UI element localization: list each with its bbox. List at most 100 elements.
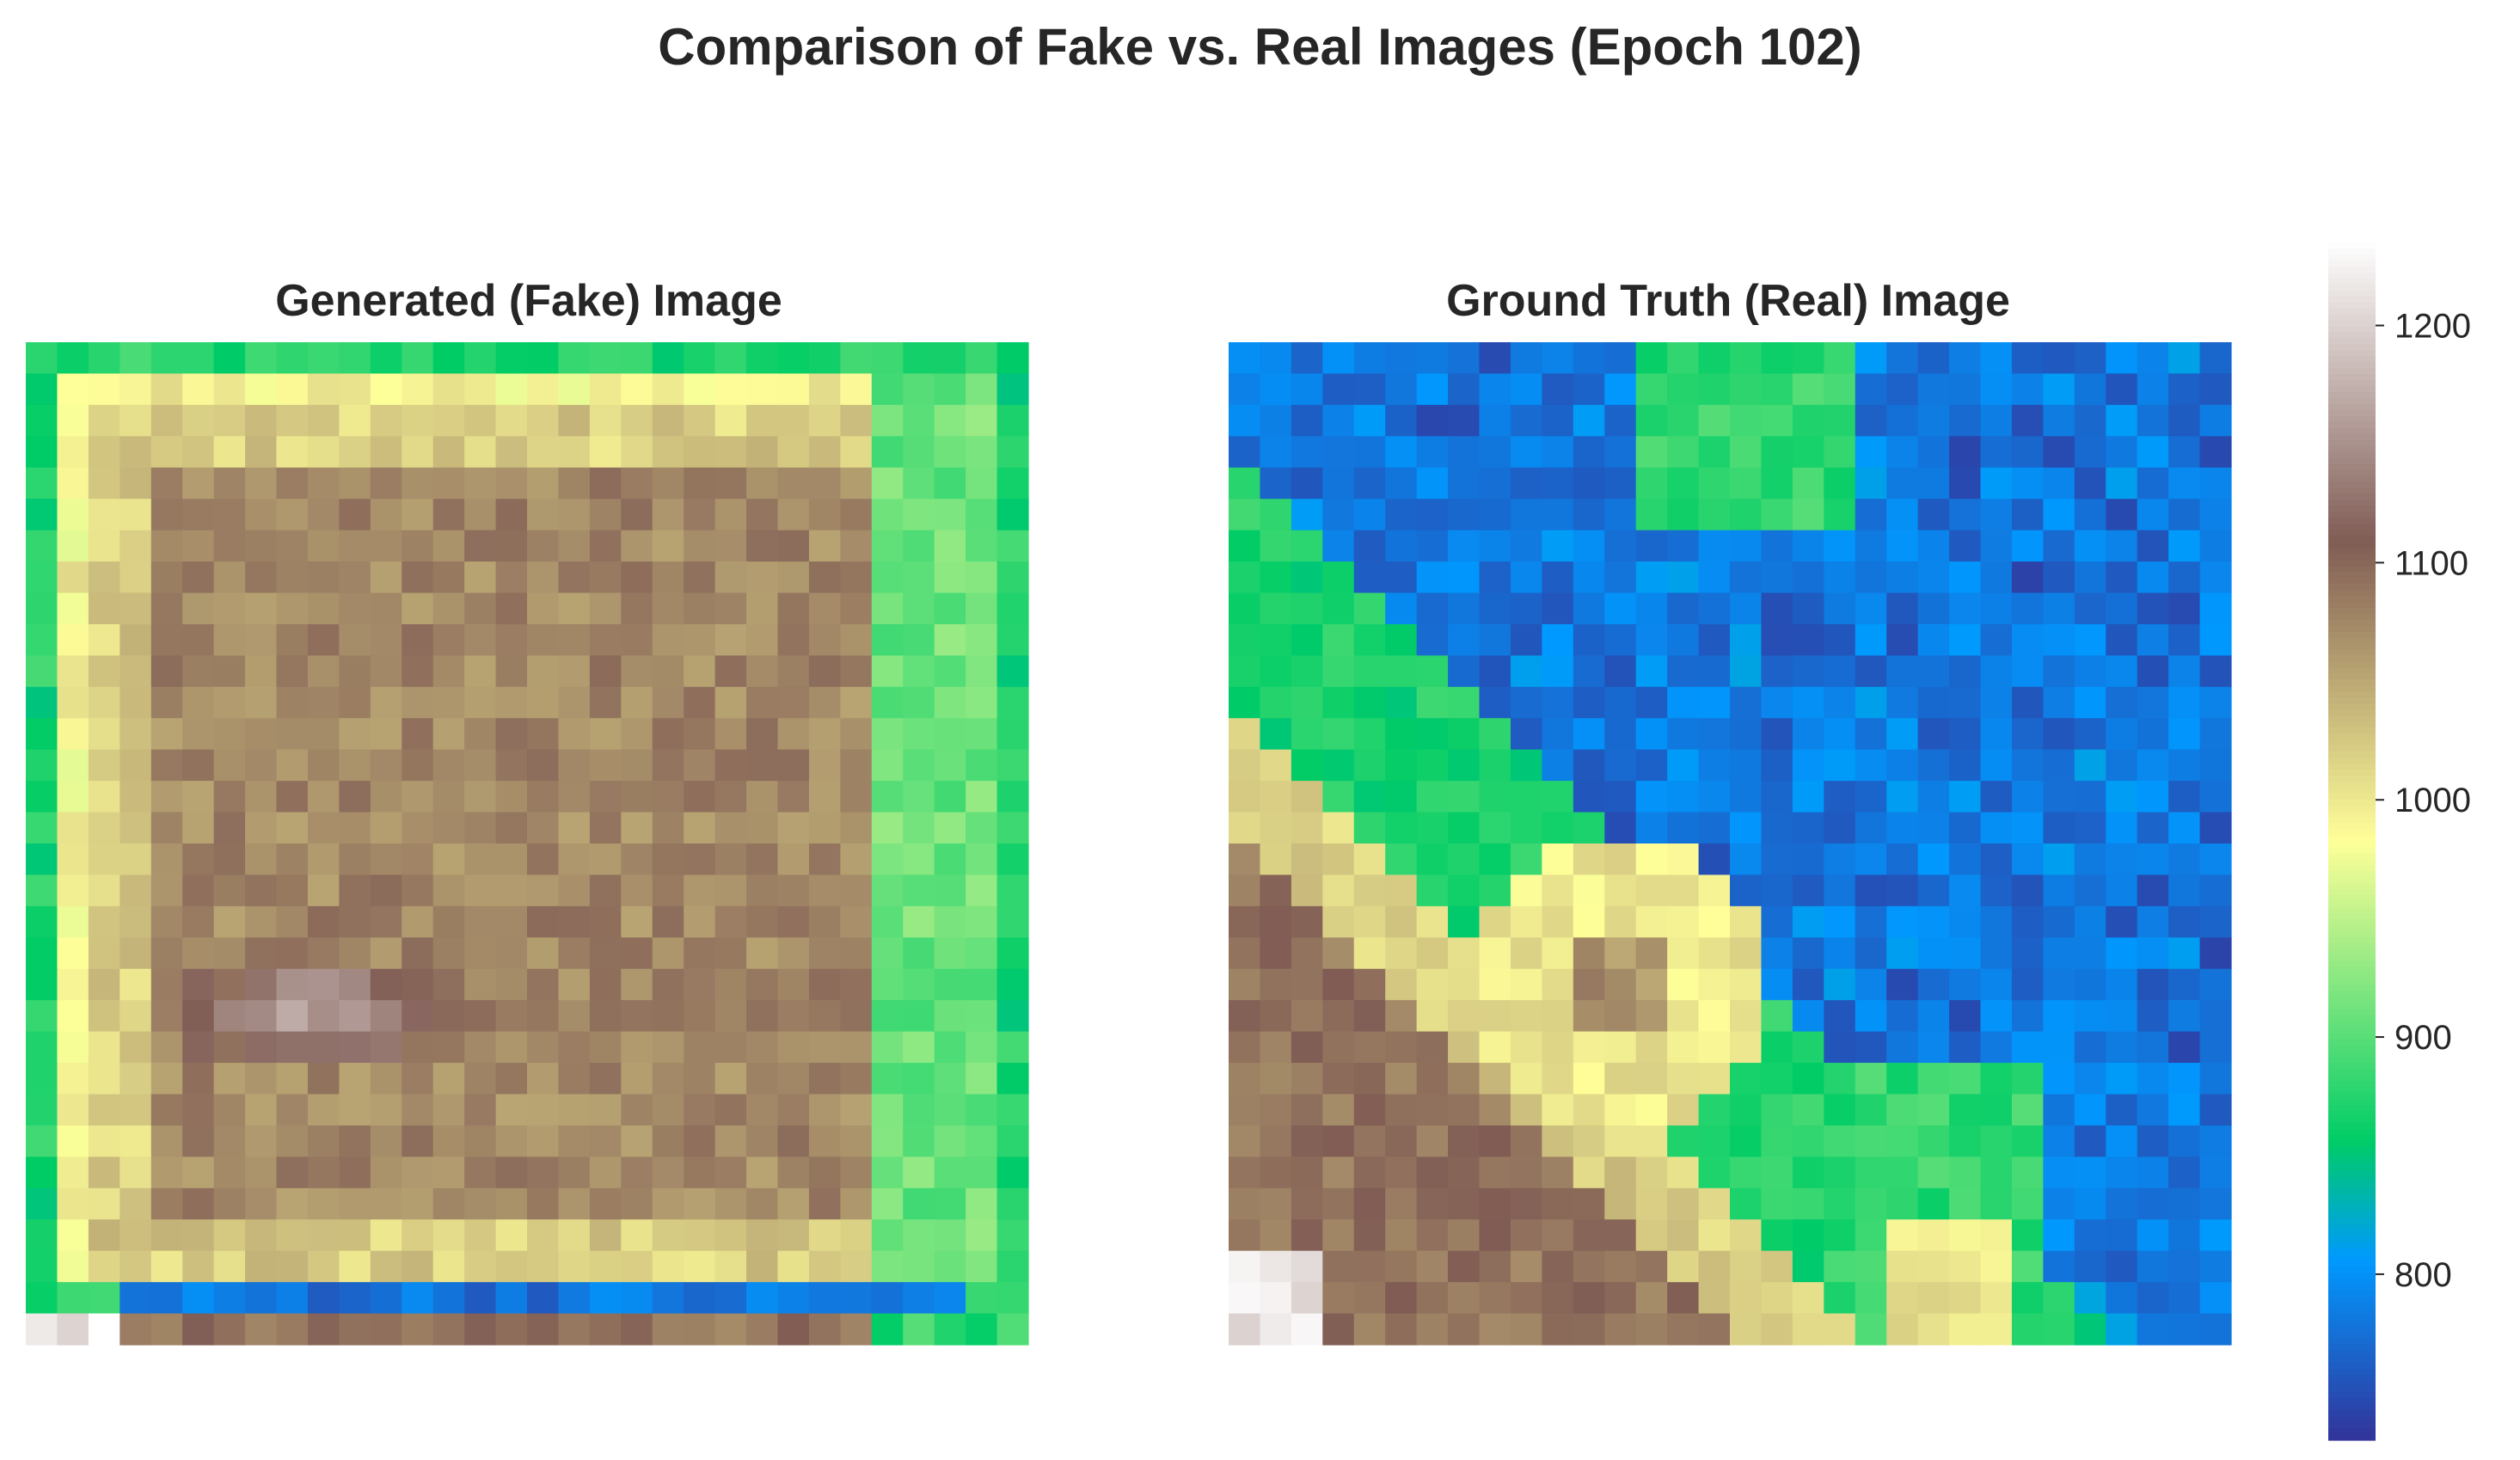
heatmap-cell — [1730, 937, 1763, 970]
heatmap-cell — [2011, 874, 2044, 907]
heatmap-cell — [402, 968, 434, 1001]
heatmap-cell — [88, 1313, 120, 1346]
heatmap-cell — [182, 1187, 215, 1220]
colorbar-segment — [2328, 1081, 2376, 1088]
heatmap-cell — [589, 404, 622, 437]
heatmap-cell — [621, 937, 653, 970]
heatmap-cell — [2137, 1094, 2169, 1126]
heatmap-cell — [57, 592, 89, 625]
heatmap-cell — [464, 1250, 497, 1283]
heatmap-cell — [120, 1187, 152, 1220]
heatmap-cell — [934, 1250, 966, 1283]
heatmap-cell — [1667, 1282, 1700, 1315]
heatmap-cell — [1792, 968, 1824, 1001]
heatmap-cell — [120, 1031, 152, 1064]
heatmap-cell — [88, 467, 120, 500]
heatmap-cell — [1229, 1000, 1261, 1033]
heatmap-cell — [1229, 781, 1261, 813]
heatmap-cell — [1698, 404, 1731, 437]
heatmap-cell — [245, 592, 278, 625]
heatmap-cell — [26, 1000, 58, 1033]
heatmap-cell — [1542, 1219, 1574, 1252]
heatmap-cell — [527, 1187, 560, 1220]
heatmap-cell — [370, 1125, 402, 1157]
heatmap-cell — [746, 373, 779, 406]
heatmap-cell — [1730, 1282, 1763, 1315]
heatmap-cell — [402, 686, 434, 719]
heatmap-cell — [1416, 404, 1449, 437]
heatmap-cell — [1604, 499, 1637, 531]
heatmap-cell — [2106, 812, 2138, 844]
heatmap-cell — [1479, 1282, 1511, 1315]
heatmap-cell — [589, 781, 622, 813]
heatmap-cell — [57, 499, 89, 531]
heatmap-cell — [746, 1156, 779, 1189]
heatmap-cell — [495, 968, 528, 1001]
heatmap-cell — [182, 686, 215, 719]
heatmap-cell — [1886, 1187, 1919, 1220]
heatmap-cell — [1698, 1031, 1731, 1064]
heatmap-cell — [1824, 404, 1856, 437]
heatmap-cell — [1385, 718, 1418, 751]
heatmap-cell — [1542, 874, 1574, 907]
heatmap-cell — [1353, 436, 1386, 469]
heatmap-cell — [1698, 812, 1731, 844]
colorbar-segment — [2328, 308, 2376, 316]
real-heatmap — [1229, 342, 2232, 1346]
heatmap-cell — [213, 467, 246, 500]
heatmap-cell — [182, 1000, 215, 1033]
heatmap-cell — [182, 530, 215, 562]
heatmap-cell — [2011, 373, 2044, 406]
heatmap-cell — [1573, 968, 1605, 1001]
heatmap-cell — [1604, 561, 1637, 594]
heatmap-cell — [1229, 1219, 1261, 1252]
heatmap-cell — [840, 1063, 873, 1095]
heatmap-cell — [1353, 1031, 1386, 1064]
heatmap-cell — [1855, 718, 1887, 751]
heatmap-cell — [57, 781, 89, 813]
heatmap-cell — [2199, 905, 2232, 938]
heatmap-cell — [871, 1000, 904, 1033]
heatmap-cell — [370, 373, 402, 406]
heatmap-cell — [996, 905, 1029, 938]
heatmap-cell — [26, 530, 58, 562]
heatmap-cell — [88, 1031, 120, 1064]
heatmap-cell — [1667, 467, 1700, 500]
heatmap-cell — [1448, 1000, 1481, 1033]
heatmap-cell — [1510, 1031, 1542, 1064]
heatmap-cell — [1604, 749, 1637, 782]
heatmap-cell — [1353, 1156, 1386, 1189]
heatmap-cell — [1260, 1094, 1292, 1126]
heatmap-cell — [1698, 1187, 1731, 1220]
heatmap-cell — [1917, 686, 1950, 719]
heatmap-cell — [1479, 592, 1511, 625]
heatmap-cell — [276, 874, 309, 907]
heatmap-cell — [1949, 592, 1982, 625]
heatmap-cell — [903, 937, 935, 970]
heatmap-cell — [808, 749, 841, 782]
heatmap-cell — [2168, 373, 2201, 406]
heatmap-cell — [1980, 467, 2013, 500]
heatmap-cell — [1416, 1250, 1449, 1283]
heatmap-cell — [432, 1219, 465, 1252]
heatmap-cell — [1229, 1250, 1261, 1283]
heatmap-cell — [57, 467, 89, 500]
colorbar-segment — [2328, 1104, 2376, 1112]
heatmap-cell — [1260, 968, 1292, 1001]
heatmap-cell — [903, 1187, 935, 1220]
heatmap-cell — [88, 373, 120, 406]
heatmap-cell — [1260, 812, 1292, 844]
heatmap-cell — [684, 1282, 716, 1315]
heatmap-cell — [714, 937, 747, 970]
colorbar-segment — [2328, 859, 2376, 866]
heatmap-cell — [120, 592, 152, 625]
heatmap-cell — [495, 1282, 528, 1315]
colorbar-segment — [2328, 332, 2376, 340]
heatmap-cell — [276, 1282, 309, 1315]
heatmap-cell — [652, 561, 684, 594]
heatmap-cell — [1667, 874, 1700, 907]
heatmap-cell — [1855, 1250, 1887, 1283]
heatmap-cell — [527, 561, 560, 594]
heatmap-cell — [996, 1094, 1029, 1126]
heatmap-cell — [1949, 812, 1982, 844]
